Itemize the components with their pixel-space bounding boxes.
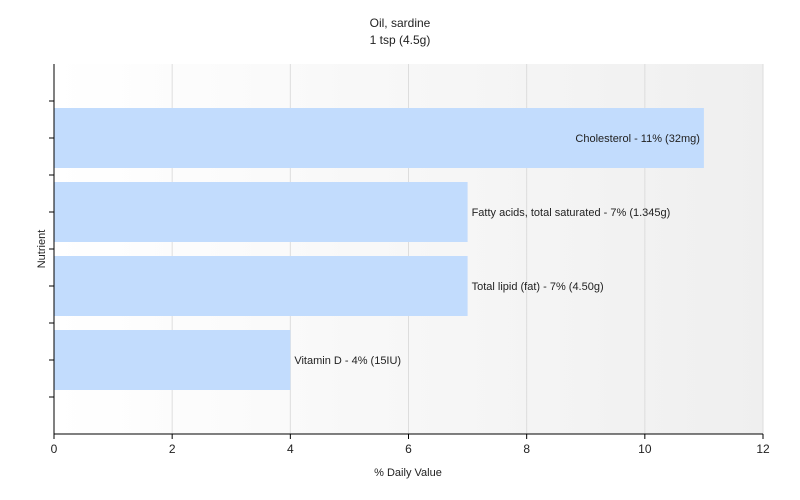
x-axis-label: % Daily Value (374, 467, 442, 479)
x-tick-label: 0 (51, 442, 58, 456)
y-axis-label: Nutrient (36, 230, 48, 269)
bar-label: Total lipid (fat) - 7% (4.50g) (472, 281, 604, 293)
x-tick-label: 10 (638, 442, 652, 456)
bar (54, 182, 468, 242)
bar (54, 108, 704, 168)
x-tick-label: 2 (169, 442, 176, 456)
bar-label: Vitamin D - 4% (15IU) (294, 355, 401, 367)
bar-label: Cholesterol - 11% (32mg) (575, 133, 700, 145)
x-tick-label: 8 (523, 442, 530, 456)
bar (54, 330, 291, 390)
chart-subtitle: 1 tsp (4.5g) (369, 33, 431, 47)
x-tick-label: 12 (756, 442, 770, 456)
chart-title: Oil, sardine (369, 16, 431, 30)
x-tick-label: 6 (405, 442, 412, 456)
bar (54, 256, 468, 316)
bar-label: Fatty acids, total saturated - 7% (1.345… (472, 207, 671, 219)
x-tick-label: 4 (287, 442, 294, 456)
